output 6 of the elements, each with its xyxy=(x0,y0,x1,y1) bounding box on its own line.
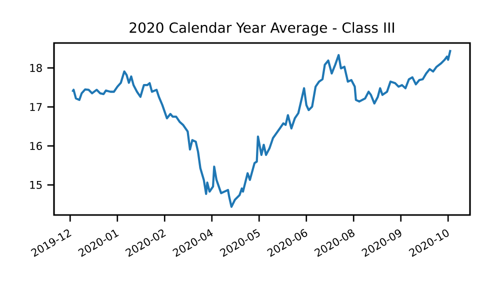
y-tick-label: 17 xyxy=(30,103,42,111)
y-tick-label: 16 xyxy=(30,142,42,150)
line-series xyxy=(71,48,452,208)
y-tick-label: 15 xyxy=(30,180,42,189)
chart-title: 2020 Calendar Year Average - Class III xyxy=(130,22,394,36)
y-tick-label: 18 xyxy=(30,64,42,72)
